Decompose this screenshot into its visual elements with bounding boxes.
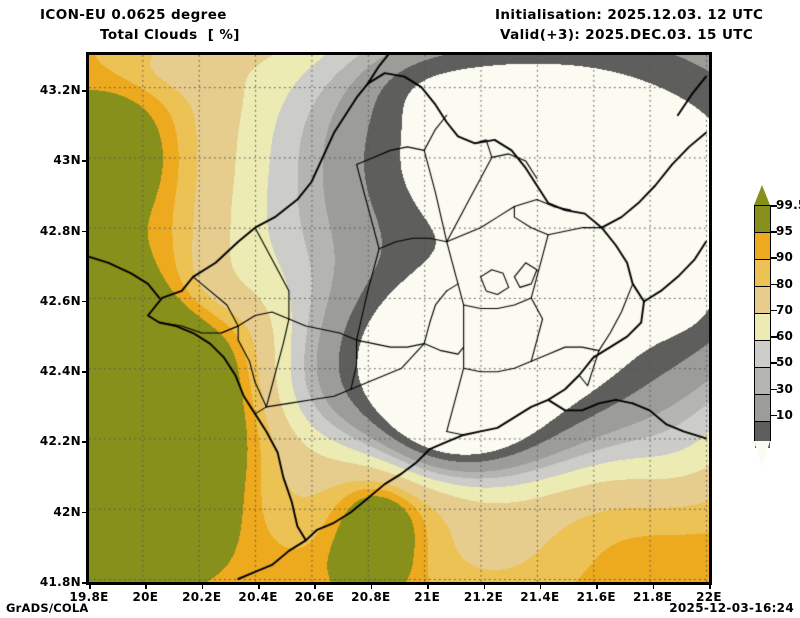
x-tick-label: 21E [414,590,441,604]
x-tick-label: 21.8E [632,590,673,604]
y-tick-label: 43.2N [39,83,81,98]
y-tick-mark [82,230,88,233]
colorbar-tick-mark [771,362,777,364]
colorbar-tick-label: 50 [776,355,794,370]
x-tick-label: 21.2E [463,590,504,604]
map-plot-area[interactable] [86,52,712,585]
colorbar-bands [754,205,771,448]
colorbar-band [755,287,770,314]
y-tick-mark [82,511,88,514]
y-tick-mark [82,90,88,92]
x-tick-mark [258,583,260,589]
colorbar-tick-mark [771,309,777,312]
colorbar-tick-label: 90 [776,250,794,265]
colorbar-tick-label: 60 [776,329,794,344]
x-tick-label: 20.2E [182,590,222,604]
x-tick-label: 19.8E [69,590,109,604]
y-tick-label: 42.6N [39,293,81,308]
footer-timestamp: 2025-12-03-16:24 [669,601,794,615]
x-tick-mark [483,583,486,589]
colorbar-tick-mark [771,231,777,233]
colorbar-tick-label: 99.5 [776,198,800,212]
x-tick-mark [427,583,429,589]
header-initialisation-line: Initialisation: 2025.12.03. 12 UTC [495,7,764,23]
colorbar-tick-mark [771,414,777,417]
y-tick-label: 42.8N [39,223,81,238]
colorbar-band [755,314,770,341]
colorbar-tick-mark [771,336,777,338]
x-tick-mark [145,583,147,589]
x-tick-mark [652,583,655,589]
x-tick-mark [89,583,91,589]
colorbar-over-arrow [754,185,770,205]
x-tick-mark [539,583,542,589]
x-tick-label: 20.4E [238,590,278,604]
x-tick-label: 20.8E [351,590,391,604]
x-tick-mark [370,583,373,589]
footer-credit: GrADS/COLA [6,601,89,615]
colorbar-under-arrow [754,441,770,467]
x-tick-mark [709,583,711,589]
x-tick-mark [596,583,598,589]
y-tick-label: 42N [53,504,81,519]
colorbar-band [755,395,770,422]
x-tick-mark [201,583,204,589]
header-model-line: ICON-EU 0.0625 degree [40,7,227,23]
colorbar-tick-label: 30 [776,381,794,396]
colorbar-band [755,368,770,395]
x-tick-label: 21.4E [520,590,560,604]
cloud-cover-heatmap [89,55,709,582]
colorbar-tick-label: 80 [776,276,794,291]
x-tick-label: 21.6E [576,590,616,604]
colorbar-band [755,341,770,368]
colorbar-tick-mark [771,283,777,286]
colorbar-tick-mark [771,257,777,259]
colorbar-tick-label: 70 [776,302,794,317]
colorbar-band [755,233,770,260]
header-field-line: Total Clouds [ %] [100,27,240,43]
y-tick-label: 42.2N [39,434,81,449]
colorbar-band [755,206,770,233]
y-tick-label: 41.8N [39,575,81,589]
header-valid-line: Valid(+3): 2025.DEC.03. 15 UTC [500,27,754,43]
y-tick-mark [82,582,88,584]
y-tick-mark [82,160,88,162]
colorbar-tick-label: 95 [776,224,794,239]
x-tick-label: 20.6E [294,590,335,604]
x-tick-label: 22E [696,590,722,604]
colorbar-tick-label: 10 [776,407,794,422]
colorbar-tick-mark [771,205,777,207]
y-tick-label: 43N [53,153,81,168]
colorbar-legend: 99.5 95 90 80 70 60 50 30 10 [748,183,800,473]
x-tick-label: 20E [132,590,159,604]
y-tick-mark [82,371,88,373]
y-tick-mark [82,441,88,443]
y-tick-label: 42.4N [39,364,81,379]
y-tick-mark [82,300,88,303]
colorbar-tick-mark [771,388,777,391]
colorbar-band [755,260,770,287]
x-tick-mark [314,583,316,589]
